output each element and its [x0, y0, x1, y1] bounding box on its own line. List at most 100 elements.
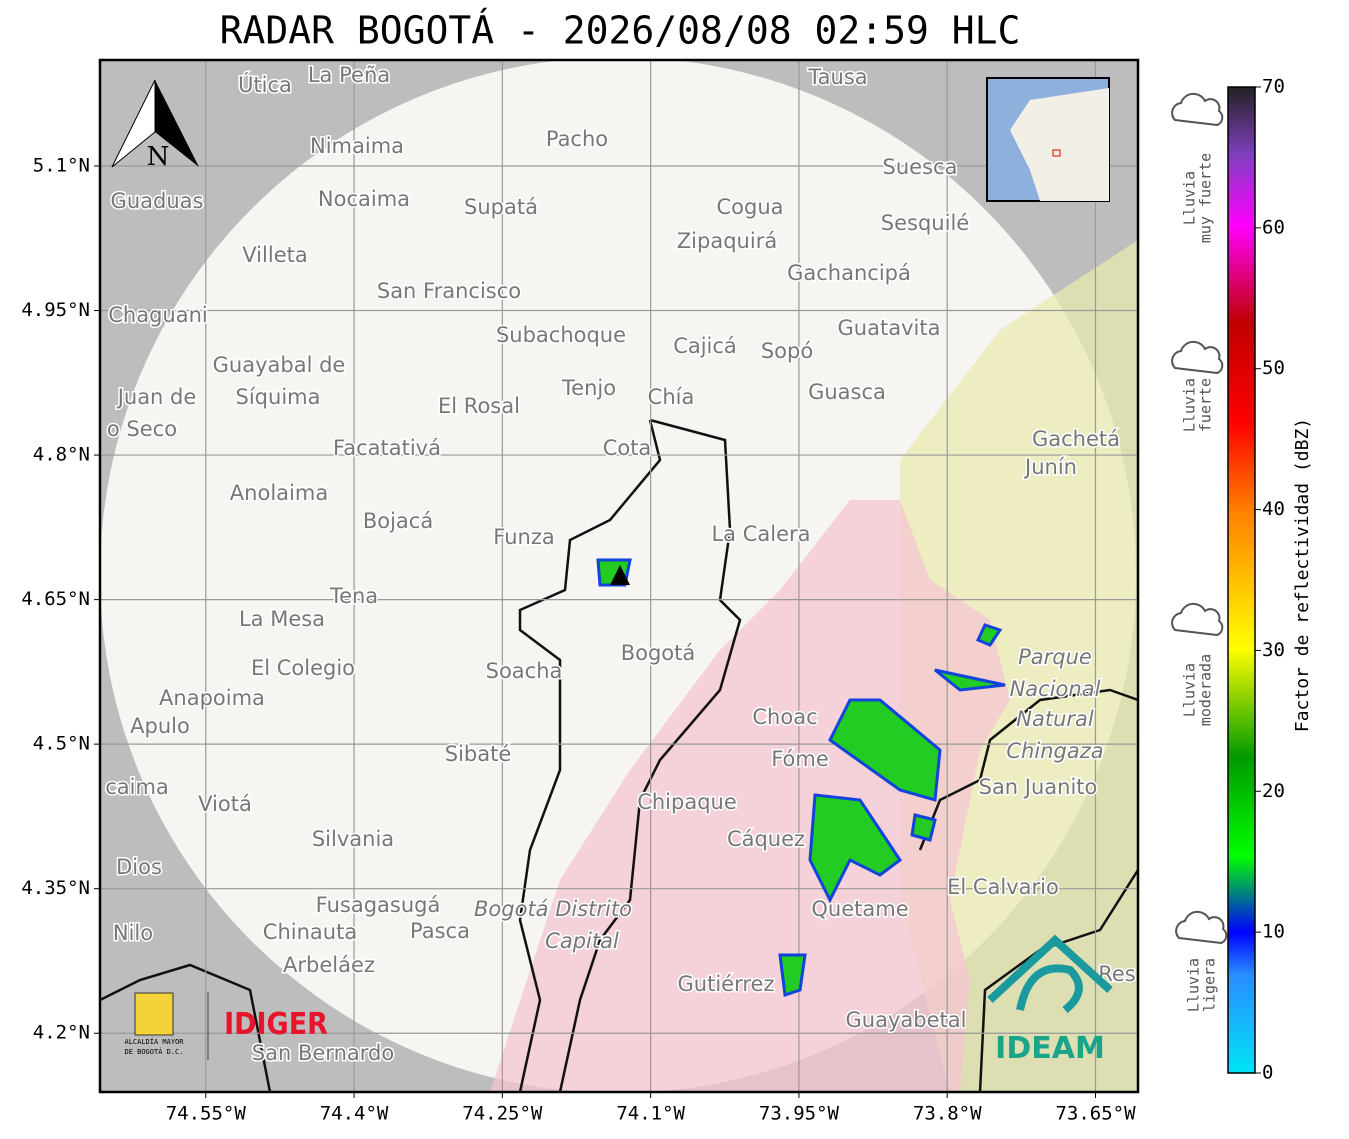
- lat-tick-label: 4.8°N: [33, 444, 90, 466]
- place-label: Cogua: [716, 195, 783, 219]
- lon-tick-label: 73.65°W: [1055, 1103, 1136, 1125]
- place-label: Tena: [329, 584, 378, 608]
- lat-tick-label: 4.35°N: [21, 877, 90, 899]
- place-label: Anolaima: [230, 481, 328, 505]
- place-label: Chinauta: [263, 920, 357, 944]
- colorbar-tick-label: 50: [1262, 357, 1285, 379]
- place-label: Gachetá: [1032, 427, 1120, 451]
- rain-level-label: Lluvia: [1181, 663, 1199, 717]
- place-label: Junín: [1023, 455, 1077, 479]
- border: [100, 963, 272, 1092]
- place-label: Nimaima: [310, 134, 404, 158]
- place-label: Útica: [238, 72, 292, 97]
- place-label: Nacional: [1010, 677, 1101, 701]
- ideam-logo: IDEAM: [995, 1031, 1105, 1066]
- rain-level-label: Lluvia: [1181, 171, 1199, 225]
- place-label: Síquima: [236, 385, 321, 409]
- place-label: Nocaima: [318, 187, 410, 211]
- place-label: Natural: [1016, 707, 1094, 731]
- place-label: Silvania: [312, 827, 394, 851]
- place-label: Tausa: [807, 65, 867, 89]
- place-label: Viotá: [198, 792, 252, 816]
- rain-level-label: Lluvia: [1185, 958, 1203, 1012]
- place-label: Pacho: [546, 127, 608, 151]
- place-label: Cota: [603, 436, 652, 460]
- bogota-district: [490, 500, 1010, 1092]
- place-label: Capital: [545, 929, 619, 953]
- place-label: Nilo: [113, 921, 153, 945]
- lon-tick-label: 74.25°W: [462, 1103, 543, 1125]
- alcaldia-logo: [134, 992, 209, 1060]
- place-label: La Mesa: [239, 607, 325, 631]
- place-label: Guatavita: [838, 316, 941, 340]
- lat-tick-label: 4.65°N: [21, 588, 90, 610]
- place-label: Arbeláez: [283, 953, 375, 977]
- place-label: Chipaque: [637, 790, 737, 814]
- lat-tick-label: 5.1°N: [33, 154, 90, 176]
- place-label: Pasca: [410, 919, 470, 943]
- place-label: Quetame: [811, 897, 908, 921]
- place-label: Guasca: [808, 380, 886, 404]
- place-label: Facatativá: [333, 436, 441, 460]
- alcaldia-line: DE BOGOTÁ D.C.: [124, 1047, 183, 1056]
- place-label: San Juanito: [979, 775, 1098, 799]
- border: [558, 418, 742, 1092]
- place-label: Dios: [116, 855, 162, 879]
- place-label: El Calvario: [947, 875, 1059, 899]
- rain-level-label: moderada: [1197, 654, 1215, 726]
- place-label: Guaduas: [111, 189, 204, 213]
- place-label: El Colegio: [251, 656, 355, 680]
- lon-tick-label: 74.1°W: [616, 1103, 685, 1125]
- colorbar-tick-label: 0: [1262, 1062, 1273, 1084]
- rain-level-label: Lluvia: [1181, 378, 1199, 432]
- lat-tick-label: 4.95°N: [21, 299, 90, 321]
- place-label: Chingaza: [1006, 739, 1103, 763]
- map-frame: [98, 58, 1140, 1094]
- place-label: Fóme: [771, 747, 829, 771]
- place-label: Gutiérrez: [678, 972, 775, 996]
- cloud-icon: [1171, 92, 1224, 127]
- place-label: Supatá: [464, 195, 538, 219]
- cloud-icon: [1171, 340, 1224, 375]
- place-label: Juan de: [116, 385, 197, 409]
- place-label: El Rosal: [438, 394, 520, 418]
- place-label: Sesquilé: [881, 211, 969, 235]
- place-label: San Francisco: [377, 279, 521, 303]
- title: RADAR BOGOTÁ - 2026/08/08 02:59 HLC: [220, 9, 1021, 53]
- colorbar-label: Factor de reflectividad (dBZ): [1292, 418, 1313, 732]
- lon-tick-label: 73.95°W: [759, 1103, 840, 1125]
- rain-level-label: fuerte: [1197, 378, 1215, 432]
- place-label: Chía: [648, 385, 695, 409]
- place-label: caima: [105, 775, 169, 799]
- place-label: Zipaquirá: [677, 229, 777, 253]
- north-label: N: [147, 142, 170, 172]
- place-label: Sibaté: [445, 742, 512, 766]
- place-label: Gachancipá: [787, 261, 911, 285]
- place-label: Villeta: [242, 243, 307, 267]
- rain-level-label: ligera: [1201, 958, 1219, 1012]
- colorbar-tick-label: 30: [1262, 639, 1285, 661]
- place-label: Sopó: [761, 339, 813, 363]
- place-label: Guayabetal: [846, 1008, 967, 1032]
- lat-tick-label: 4.2°N: [33, 1022, 90, 1044]
- idiger-logo: IDIGER: [224, 1007, 328, 1042]
- north-arrow: [111, 79, 199, 168]
- colorbar-tick-label: 20: [1262, 780, 1285, 802]
- inset-land: [1010, 88, 1109, 201]
- inset-marker: [1052, 149, 1061, 157]
- place-label: Apulo: [130, 714, 190, 738]
- region: [900, 240, 1138, 1092]
- colorbar-tick-label: 40: [1262, 498, 1285, 520]
- cloud-icon: [1175, 910, 1228, 945]
- border: [518, 419, 662, 1092]
- place-label: Bogotá: [621, 641, 696, 665]
- cloud-icon: [1171, 602, 1224, 637]
- colorbar-tick-label: 10: [1262, 921, 1285, 943]
- rain-level-label: muy fuerte: [1197, 153, 1215, 243]
- place-label: Tenjo: [561, 376, 616, 400]
- colorbar: [1227, 86, 1256, 1074]
- place-label: Anapoima: [159, 686, 265, 710]
- place-label: La Calera: [711, 522, 810, 546]
- radar-echoes: [596, 558, 1006, 998]
